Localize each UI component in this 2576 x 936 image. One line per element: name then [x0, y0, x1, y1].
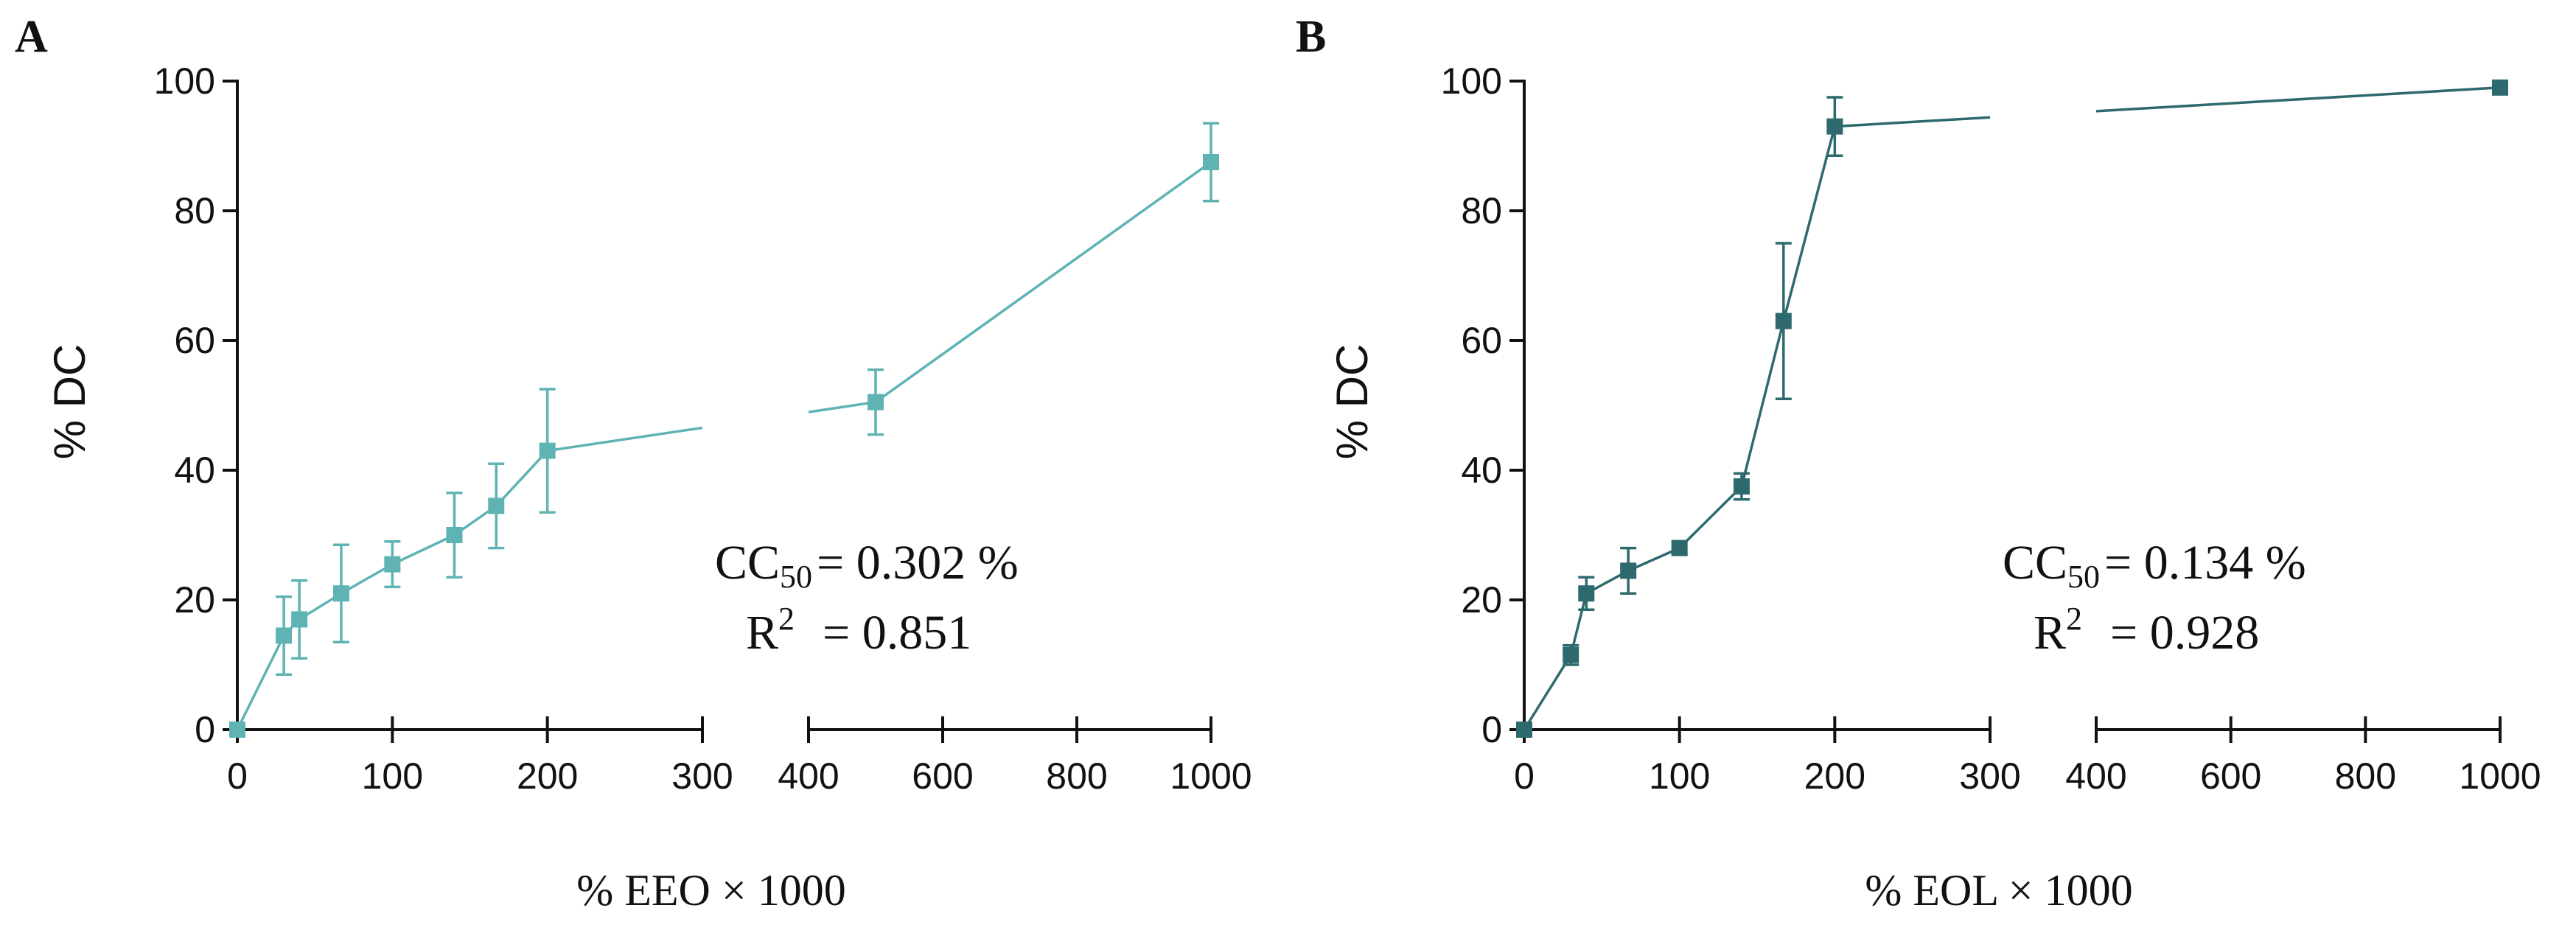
panel-b-data-point — [1826, 118, 1843, 135]
panel-a-data-point — [868, 394, 884, 411]
panel-b-series-line — [1740, 321, 1785, 487]
panel-a-x-tick-label: 800 — [1046, 755, 1107, 797]
panel-a-x-tick-label: 0 — [227, 755, 248, 797]
panel-b-y-tick-label: 0 — [1481, 709, 1502, 750]
panel-b-cc50-subscript: 50 — [2067, 559, 2100, 595]
panel-a-r2-superscript: 2 — [778, 601, 795, 637]
panel-a-r2-prefix: R — [746, 606, 778, 660]
panel-b-y-tick-label: 80 — [1461, 190, 1502, 231]
panel-b-series-line — [2095, 86, 2501, 113]
panel-b-cc50-value: = 0.134 % — [2104, 536, 2306, 590]
panel-a-y-tick-label: 40 — [174, 450, 215, 491]
panel-a-y-tick-label: 80 — [174, 190, 215, 231]
panel-a-y-axis-label: % DC — [45, 344, 94, 460]
panel-a-r2-annotation: R2 = 0.851 — [746, 601, 971, 660]
panel-b-r2-superscript: 2 — [2066, 601, 2082, 637]
panel-b-y-axis-label: % DC — [1327, 344, 1377, 460]
panel-a-cc50-prefix: CC — [715, 536, 780, 590]
panel-a-cc50-value: = 0.302 % — [817, 536, 1019, 590]
panel-b-series-line — [1835, 116, 1991, 128]
panel-b-r2-value: = 0.928 — [2110, 606, 2259, 660]
panel-b-cc50-annotation: CC50= 0.134 % — [2003, 536, 2306, 595]
panel-b-x-tick-label: 800 — [2335, 755, 2396, 797]
panel-b-x-tick-label: 600 — [2200, 755, 2261, 797]
panel-a-x-tick-label: 600 — [912, 755, 973, 797]
panel-b-x-tick-label: 400 — [2065, 755, 2126, 797]
panel-b-data-point — [1775, 312, 1792, 329]
panel-a-label: A — [15, 12, 48, 62]
panel-b-series-line — [1523, 654, 1572, 730]
panel-b-series-line — [1627, 546, 1680, 573]
panel-a-y-tick-label: 100 — [154, 60, 215, 102]
panel-b-data-point — [1620, 562, 1637, 579]
panel-b-label: B — [1296, 12, 1326, 62]
panel-b: B % DC % EOL × 1000 CC50= 0.134 % R2 = 0.… — [1296, 12, 2541, 915]
panel-a-data-point — [332, 585, 349, 602]
panel-b-series-line — [1678, 485, 1743, 549]
panel-b-cc50-prefix: CC — [2003, 536, 2067, 590]
panel-b-y-tick-label: 60 — [1461, 320, 1502, 361]
panel-b-series-line — [1782, 126, 1837, 322]
panel-a-cc50-annotation: CC50= 0.302 % — [715, 536, 1019, 595]
panel-b-x-tick-label: 0 — [1514, 755, 1535, 797]
panel-b-data-point — [1516, 722, 1532, 738]
panel-a-r2-value: = 0.851 — [823, 606, 971, 660]
panel-a-cc50-subscript: 50 — [780, 559, 812, 595]
panel-b-x-tick-label: 300 — [1959, 755, 2020, 797]
panel-b-data-point — [1733, 478, 1750, 495]
panel-b-x-tick-label: 1000 — [2459, 755, 2541, 797]
panel-a-x-tick-label: 400 — [778, 755, 839, 797]
panel-a-data-point — [539, 442, 556, 459]
panel-b-y-tick-label: 20 — [1461, 579, 1502, 621]
panel-b-data-point — [1671, 539, 1688, 556]
panel-b-y-tick-label: 100 — [1441, 60, 1502, 102]
panel-a-y-tick-label: 20 — [174, 579, 215, 621]
panel-b-r2-prefix: R — [2034, 606, 2066, 660]
panel-a-series-line — [495, 450, 548, 507]
panel-a-series-line — [808, 400, 876, 413]
panel-a-y-tick-label: 0 — [195, 709, 215, 750]
panel-a-series-line — [547, 426, 703, 453]
panel-b-x-axis-label: % EOL × 1000 — [1865, 866, 2132, 915]
panel-a-x-tick-label: 1000 — [1170, 755, 1252, 797]
panel-b-data-point — [1563, 646, 1580, 663]
panel-b-y-tick-label: 40 — [1461, 450, 1502, 491]
panel-b-x-tick-label: 200 — [1804, 755, 1865, 797]
panel-a-x-tick-label: 300 — [671, 755, 733, 797]
panel-a-y-tick-label: 60 — [174, 320, 215, 361]
panel-a-data-point — [1203, 154, 1219, 170]
panel-a-series-line — [341, 563, 394, 595]
panel-a-series-line — [874, 161, 1212, 404]
panel-b-r2-annotation: R2 = 0.928 — [2034, 601, 2259, 660]
panel-a-data-point — [384, 556, 401, 573]
panel-a-data-point — [446, 527, 463, 543]
panel-b-data-point — [2492, 79, 2508, 96]
panel-a-data-point — [291, 611, 308, 628]
panel-a-x-tick-label: 200 — [517, 755, 578, 797]
panel-a-series-line — [391, 534, 455, 566]
panel-a: A % DC % EEO × 1000 CC50= 0.302 % R2 = 0.… — [15, 12, 1252, 915]
panel-a-data-point — [229, 722, 245, 738]
panel-a-data-point — [276, 627, 293, 644]
panel-b-x-tick-label: 100 — [1649, 755, 1710, 797]
panel-a-series-line — [236, 635, 285, 730]
panel-a-x-axis-label: % EEO × 1000 — [576, 866, 845, 915]
panel-b-data-point — [1578, 585, 1595, 602]
panel-a-data-point — [488, 497, 505, 514]
panel-a-x-tick-label: 100 — [362, 755, 423, 797]
